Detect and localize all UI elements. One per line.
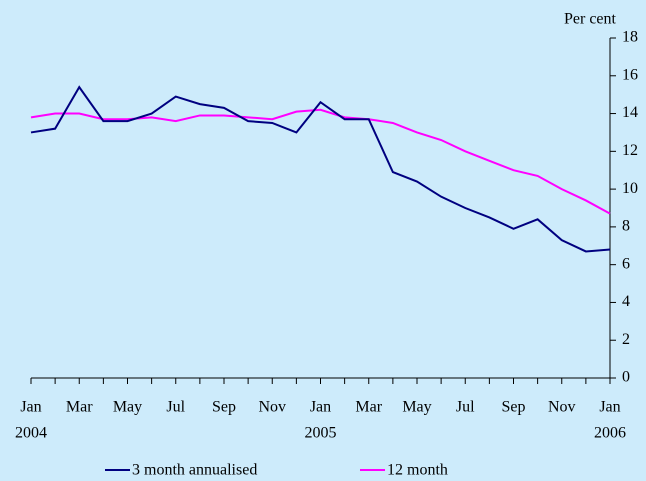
y-tick-label: 8	[622, 218, 630, 235]
y-axis-label: Per cent	[564, 11, 617, 28]
x-tick-label: Mar	[355, 399, 382, 416]
x-tick-label: Sep	[212, 399, 236, 416]
x-tick-label: Mar	[66, 399, 93, 416]
x-tick-label: Nov	[548, 399, 576, 416]
y-tick-label: 6	[622, 255, 630, 272]
legend-label: 3 month annualised	[132, 462, 257, 479]
y-tick-label: 12	[622, 142, 638, 159]
x-tick-label: Jul	[166, 399, 185, 416]
x-tick-label: Sep	[502, 399, 526, 416]
y-tick-label: 16	[622, 66, 638, 83]
y-tick-label: 10	[622, 180, 638, 197]
series-line	[30, 85, 611, 253]
x-year-label: 2004	[15, 425, 47, 442]
x-tick-label: Jan	[599, 399, 620, 416]
x-tick-label: May	[402, 399, 431, 416]
x-tick-label: May	[113, 399, 142, 416]
x-tick-label: Jan	[310, 399, 331, 416]
y-tick-label: 14	[622, 104, 638, 121]
legend-label: 12 month	[387, 462, 448, 479]
y-tick-label: 0	[622, 369, 630, 386]
x-tick-label: Jan	[20, 399, 41, 416]
y-tick-label: 18	[622, 29, 638, 46]
y-tick-label: 4	[622, 293, 630, 310]
y-tick-label: 2	[622, 331, 630, 348]
x-tick-label: Nov	[258, 399, 286, 416]
x-year-label: 2005	[305, 425, 337, 442]
series-line	[30, 108, 611, 215]
x-tick-label: Jul	[456, 399, 475, 416]
x-year-label: 2006	[594, 425, 626, 442]
